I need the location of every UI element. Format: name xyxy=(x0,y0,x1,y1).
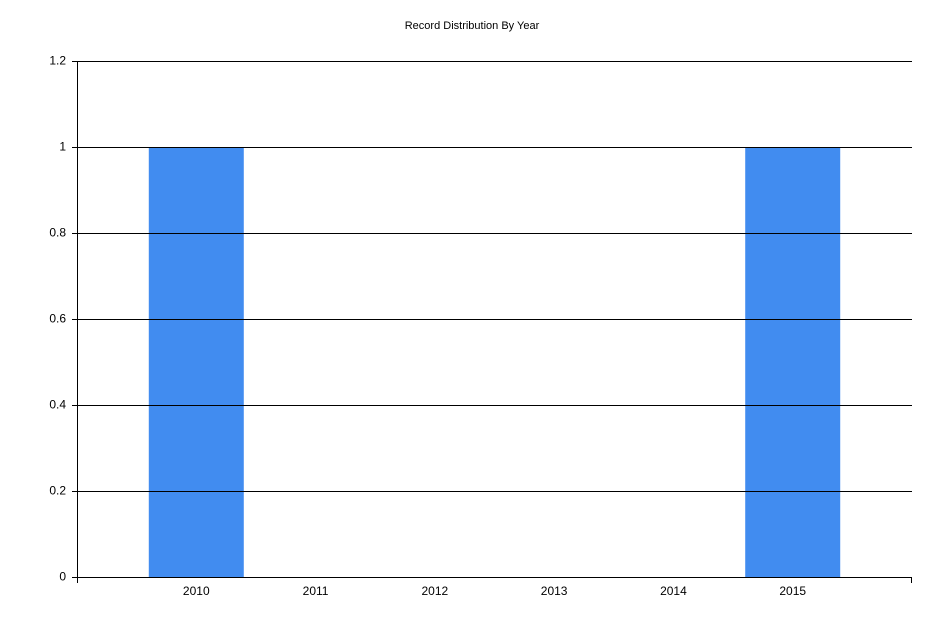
bar xyxy=(745,147,841,577)
y-tick-label: 0.4 xyxy=(49,398,66,412)
x-tick-label: 2013 xyxy=(541,584,568,598)
x-tick-label: 2012 xyxy=(422,584,449,598)
x-tick-label: 2014 xyxy=(660,584,687,598)
x-tick-label: 2011 xyxy=(303,584,329,598)
bar xyxy=(148,147,244,577)
x-tick-label: 2010 xyxy=(183,584,210,598)
y-tick-label: 0.2 xyxy=(49,484,66,498)
y-tick-label: 1 xyxy=(59,140,66,154)
y-tick-label: 0.8 xyxy=(49,226,66,240)
y-tick-label: 1.2 xyxy=(49,54,66,68)
y-tick-label: 0 xyxy=(59,570,66,584)
y-tick-label: 0.6 xyxy=(49,312,66,326)
chart-title: Record Distribution By Year xyxy=(405,20,540,32)
x-tick-label: 2015 xyxy=(779,584,806,598)
